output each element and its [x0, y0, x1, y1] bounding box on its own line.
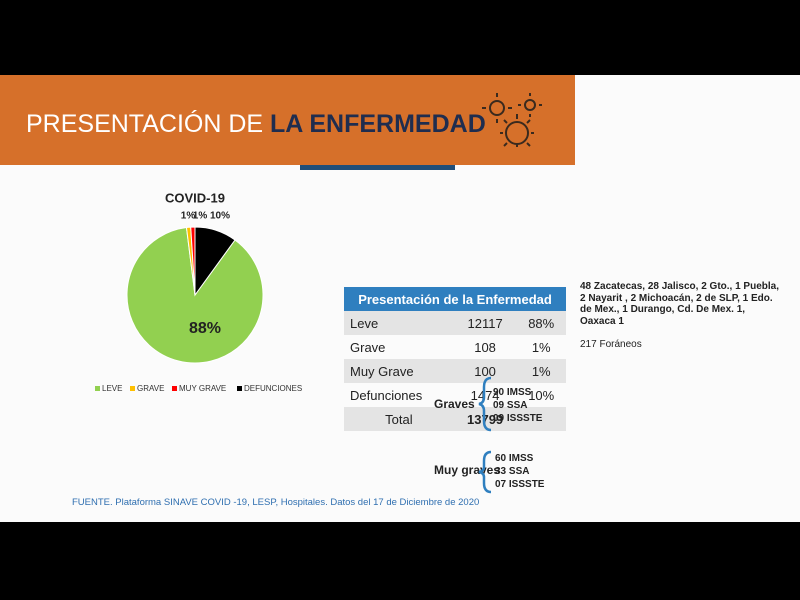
pie-slice — [194, 226, 236, 297]
data-label: 10% — [210, 211, 230, 222]
table-row: Leve 12117 88% — [344, 311, 566, 335]
title-part: PRESENTACIÓN DE — [26, 109, 263, 138]
data-label: 1% — [181, 211, 196, 222]
text-line: 60 IMSS — [495, 453, 534, 464]
table-row: Muy Grave 100 1% — [344, 359, 566, 383]
text-line: Oaxaca 1 — [580, 315, 624, 327]
table-cell: 108 — [474, 339, 496, 355]
table-cell: 10% — [528, 387, 555, 403]
slide: PRESENTACIÓN DE LA ENFERMEDAD COVID-19 8… — [0, 75, 800, 522]
braces — [478, 376, 492, 494]
states-note: 48 Zacatecas, 28 Jalisco, 2 Gto., 1 Pueb… — [580, 281, 795, 327]
table-cell-empty — [516, 407, 566, 431]
table: Presentación de la Enfermedad Leve 12117 8… — [344, 287, 566, 431]
title-part: LA ENFERMEDAD — [270, 110, 486, 138]
legend-swatch — [237, 386, 242, 391]
legend-label: MUY GRAVE — [179, 384, 226, 393]
table-cell: Grave — [350, 339, 386, 355]
pie-chart: COVID-19 88%1%1% 10%LEVE GRAVE MUY GRAVE DEF… — [95, 190, 302, 393]
text-line: 33 SSA — [495, 466, 530, 477]
text-line: 2 Nayarit , 2 Michoacán, 2 de SLP, 1 Edo… — [580, 292, 773, 304]
table-cell: 12117 — [453, 311, 517, 335]
table-header: Presentación de la Enfermedad — [344, 287, 566, 311]
legend-swatch — [172, 386, 177, 391]
data-label: 1% — [193, 211, 208, 222]
header-underline — [300, 165, 455, 170]
data-label: 88% — [189, 320, 221, 337]
header-title: PRESENTACIÓN DE LA ENFERMEDAD — [26, 109, 486, 138]
table-cell: 1% — [516, 359, 566, 383]
text-line: 90 IMSS — [493, 387, 532, 398]
text-line: 07 ISSSTE — [495, 479, 545, 490]
table-cell: 1% — [531, 339, 551, 355]
legend-label: LEVE — [102, 384, 122, 393]
legend-label: DEFUNCIONES — [244, 384, 302, 393]
graves-list: 90 IMSS 09 SSA 09 ISSSTE — [493, 386, 542, 425]
slide-graphics: PRESENTACIÓN DE LA ENFERMEDAD COVID-19 8… — [0, 75, 575, 393]
legend-swatch — [95, 386, 100, 391]
text-line: de Mex., 1 Durango, Cd. De Mex. 1, — [580, 304, 746, 315]
foraneos-note: 217 Foráneos — [580, 339, 642, 350]
legend-label: GRAVE — [137, 384, 164, 393]
text-line: 09 SSA — [493, 400, 528, 411]
virus-icons — [482, 93, 542, 147]
text-line: 48 Zacatecas, 28 Jalisco, 2 Gto., 1 Pueb… — [580, 281, 779, 292]
table-cell: Defunciones — [350, 387, 423, 403]
graves-label: Graves — [434, 397, 475, 411]
table-cell: 88% — [516, 311, 566, 335]
table-cell: Muy Grave — [344, 359, 454, 383]
text-line: 09 ISSSTE — [493, 413, 543, 424]
chart-title: COVID-19 — [165, 190, 225, 205]
header-band — [0, 75, 575, 165]
legend-swatch — [130, 386, 135, 391]
table-cell: 100 — [453, 359, 517, 383]
table-cell: Total — [344, 407, 454, 431]
footer: FUENTE. Plataforma SINAVE COVID -19, LES… — [72, 497, 480, 508]
table-row: Grave 108 1% — [344, 335, 566, 359]
table-cell: Leve — [344, 311, 454, 335]
muy-graves-list: 60 IMSS 33 SSA 07 ISSSTE — [495, 452, 544, 491]
